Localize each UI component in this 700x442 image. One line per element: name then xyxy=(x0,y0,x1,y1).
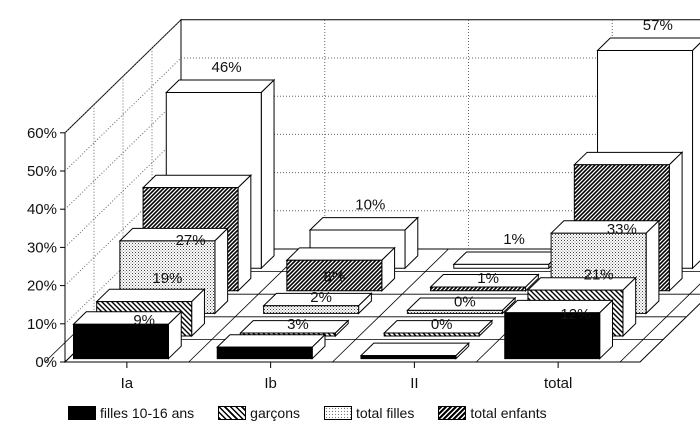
floor-line xyxy=(619,283,700,363)
bar-top xyxy=(573,151,684,166)
legend-item-garcons: garçons xyxy=(218,405,300,421)
legend-swatch-dots xyxy=(323,406,352,420)
bar-front xyxy=(286,259,383,292)
data-label: 57% xyxy=(643,17,673,34)
legend-swatch-hatch xyxy=(218,406,247,420)
bar xyxy=(406,296,517,315)
bar-top xyxy=(452,251,563,265)
x-tick-label: Ib xyxy=(264,375,277,392)
y-tick-label: 20% xyxy=(27,278,57,295)
legend-swatch-solid xyxy=(68,406,96,420)
bar-top xyxy=(95,288,206,303)
legend-label: total enfants xyxy=(470,405,547,421)
data-label: 33% xyxy=(607,221,637,238)
data-label: 9% xyxy=(133,312,155,329)
bar xyxy=(285,246,396,292)
bar xyxy=(429,273,540,292)
floor-line xyxy=(332,248,449,363)
x-tick-label: Ia xyxy=(121,375,134,392)
bar-side xyxy=(692,42,700,270)
legend-item-filles: filles 10-16 ans xyxy=(68,405,194,421)
y-tick-label: 50% xyxy=(27,163,57,180)
data-label: 12% xyxy=(560,306,590,323)
bar-top xyxy=(526,277,637,291)
chart-bars xyxy=(72,37,700,360)
bar xyxy=(72,310,183,360)
legend-label: total filles xyxy=(355,405,415,421)
legend-item-total-enfants: total enfants xyxy=(438,405,547,421)
bar-side xyxy=(260,78,275,270)
bar-front xyxy=(383,332,480,337)
chart-legend: filles 10-16 ans garçons total filles to… xyxy=(68,401,700,425)
y-tick-label: 10% xyxy=(27,316,57,333)
bar-top xyxy=(596,37,700,51)
data-label: 0% xyxy=(454,293,476,310)
bar xyxy=(452,250,563,270)
bar xyxy=(503,299,614,360)
bar-side xyxy=(237,174,252,292)
bar-front xyxy=(72,323,169,360)
legend-swatch-dark-hatch xyxy=(438,406,467,420)
bar-front xyxy=(263,305,360,314)
bar-side xyxy=(214,227,229,315)
bar-top xyxy=(165,79,276,93)
data-label: 1% xyxy=(477,270,499,287)
data-label: 1% xyxy=(503,231,525,248)
bar-top xyxy=(285,247,396,261)
x-tick-label: total xyxy=(544,375,572,392)
floor-line xyxy=(188,248,306,363)
bar-front xyxy=(453,263,550,269)
bar-side xyxy=(645,219,660,315)
y-tick-label: 40% xyxy=(27,201,57,218)
chart-labels: 46% 10% 1% 57% 27% 8% 1% 33% 19% 2% 0% 21% 9% 3% 0% 12% xyxy=(133,17,672,333)
y-tick-label: 30% xyxy=(27,239,57,256)
data-label: 10% xyxy=(355,197,385,214)
legend-label: garçons xyxy=(250,405,300,421)
bar-top xyxy=(72,311,183,325)
bar-front xyxy=(430,286,527,292)
data-label: 19% xyxy=(152,270,182,287)
bar-front xyxy=(406,309,503,314)
bar-top xyxy=(503,299,614,314)
data-label: 27% xyxy=(176,232,206,249)
bar-top xyxy=(141,174,253,189)
data-label: 3% xyxy=(287,316,309,333)
bar-top xyxy=(359,342,470,357)
data-label: 2% xyxy=(310,289,332,306)
data-label: 8% xyxy=(323,269,345,286)
bar-front xyxy=(504,312,601,360)
bar-front xyxy=(360,355,457,360)
data-label: 46% xyxy=(212,59,242,76)
data-label: 21% xyxy=(584,266,614,283)
bar xyxy=(382,319,494,338)
bar-top xyxy=(118,227,229,242)
y-tick-label: 60% xyxy=(27,125,57,142)
bar-front xyxy=(216,346,313,360)
x-tick-label: II xyxy=(410,375,418,392)
bar-top xyxy=(308,217,420,231)
y-tick-label: 0% xyxy=(35,354,57,371)
bar-top xyxy=(216,334,327,348)
legend-label: filles 10-16 ans xyxy=(100,405,195,421)
legend-item-total-filles: total filles xyxy=(323,405,415,421)
bar-side xyxy=(668,151,683,292)
bar xyxy=(216,333,327,360)
bar xyxy=(262,292,373,315)
bar xyxy=(359,341,470,360)
data-label: 0% xyxy=(431,316,453,333)
bar-top xyxy=(549,220,661,234)
